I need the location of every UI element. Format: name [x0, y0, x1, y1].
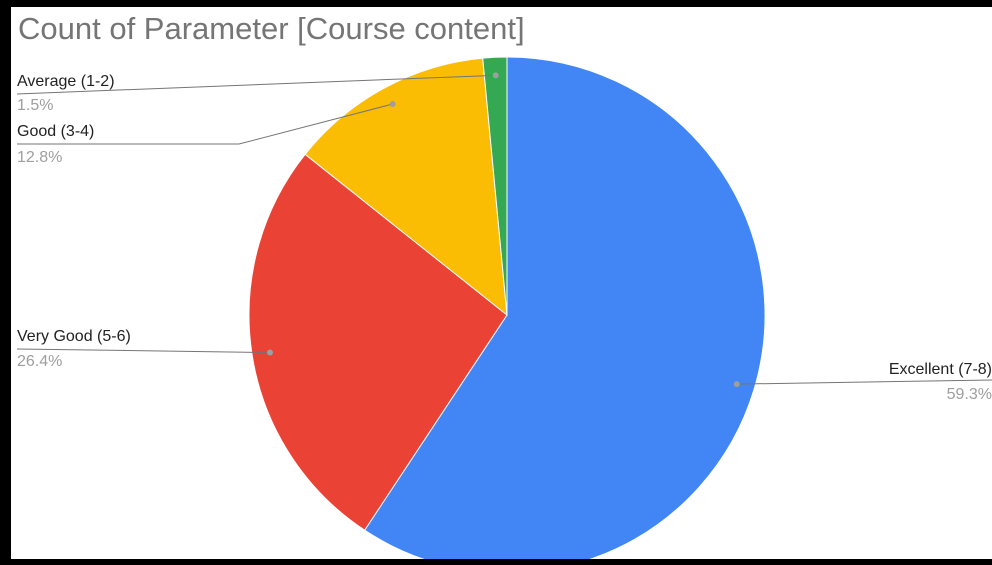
pie-slice-average-1-2[interactable] — [482, 56, 508, 316]
slice-percent-very-good-5-6: 26.4% — [17, 353, 62, 370]
slice-percent-good-3-4: 12.8% — [17, 149, 62, 166]
leader-line-very-good-5-6 — [16, 348, 271, 354]
pie-slice-good-3-4[interactable] — [304, 57, 508, 317]
slice-percent-average-1-2: 1.5% — [17, 97, 53, 114]
leader-line-good-3-4 — [17, 103, 393, 145]
slice-percent-excellent-7-8: 59.3% — [947, 386, 992, 403]
pie-slices — [248, 56, 766, 559]
chart-title: Count of Parameter [Course content] — [18, 11, 525, 46]
chart-frame: Count of Parameter [Course content] Exce… — [11, 7, 992, 559]
pie-chart: Count of Parameter [Course content] Exce… — [16, 11, 992, 559]
slice-label-very-good-5-6: Very Good (5-6) — [17, 328, 131, 345]
pie-slice-excellent-7-8[interactable] — [363, 56, 766, 559]
slice-label-good-3-4: Good (3-4) — [17, 123, 94, 140]
slice-marker-average-1-2 — [492, 72, 499, 79]
slice-label-average-1-2: Average (1-2) — [17, 73, 115, 90]
leader-line-excellent-7-8 — [736, 379, 992, 385]
pie-slice-very-good-5-6[interactable] — [248, 153, 508, 531]
slice-labels: Excellent (7-8) 59.3% Very Good (5-6) 26.4%… — [16, 72, 992, 403]
slice-marker-good-3-4 — [389, 101, 396, 108]
leader-line-average-1-2 — [16, 74, 496, 95]
slice-marker-very-good-5-6 — [267, 349, 274, 356]
slice-marker-excellent-7-8 — [733, 381, 740, 388]
slice-label-excellent-7-8: Excellent (7-8) — [889, 361, 992, 378]
